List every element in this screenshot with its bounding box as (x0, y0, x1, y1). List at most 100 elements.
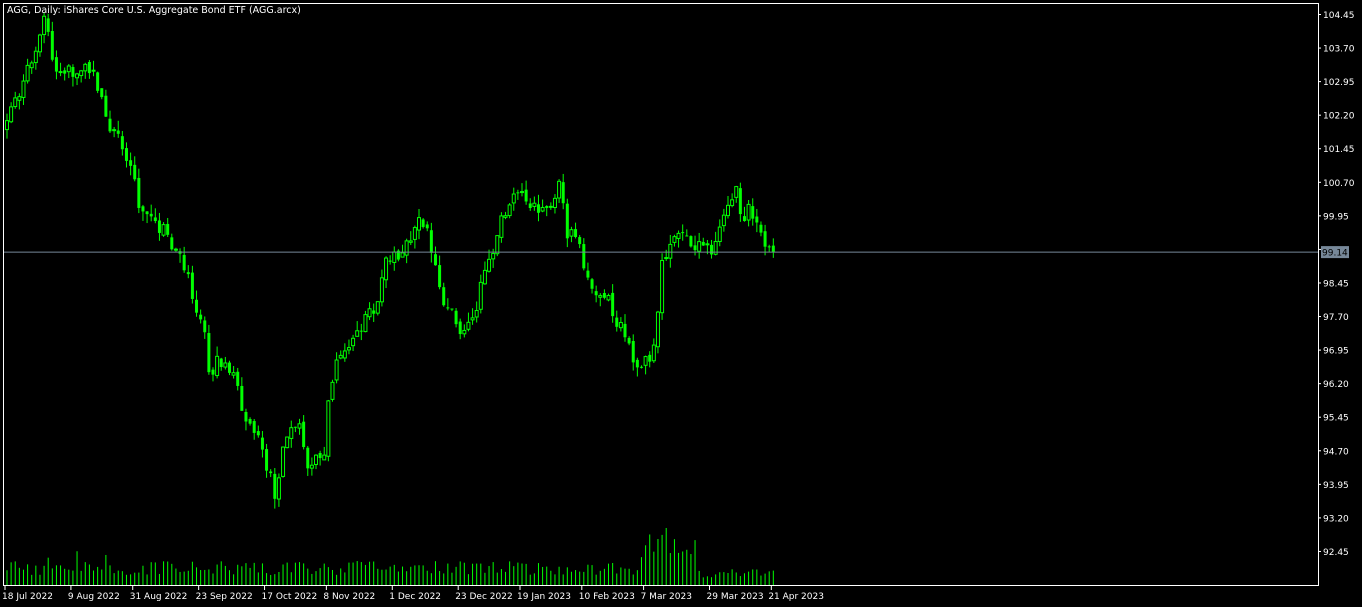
candle-body (157, 220, 161, 233)
candle (124, 142, 128, 168)
candle (697, 232, 702, 259)
candle (631, 334, 635, 371)
candle-body (648, 354, 652, 362)
candle (75, 72, 80, 86)
candle-body (133, 164, 137, 180)
candle (524, 180, 528, 205)
candle-body (433, 254, 437, 266)
candle-body (355, 330, 360, 337)
candle-body (643, 356, 648, 366)
candle (454, 308, 458, 328)
candle (574, 222, 578, 239)
candle (478, 274, 483, 314)
candle-body (454, 310, 458, 325)
candle (256, 425, 260, 438)
candle (116, 120, 120, 138)
candle-body (759, 224, 763, 233)
candle-body (470, 317, 475, 321)
price-tick-label: 101.45 (1323, 145, 1355, 155)
candle (231, 365, 236, 379)
candle-body (458, 321, 462, 335)
candle-body (425, 224, 429, 229)
candle-body (223, 362, 228, 368)
candle-body (639, 366, 643, 368)
candle (450, 308, 454, 312)
candle-body (58, 71, 63, 74)
candle-body (91, 69, 96, 72)
candle (21, 74, 26, 105)
candle-body (351, 337, 356, 347)
candle-body (507, 204, 512, 217)
candle-body (446, 307, 450, 309)
candle (532, 196, 537, 211)
candle-body (396, 250, 400, 260)
time-tick-label: 8 Nov 2022 (323, 592, 375, 602)
candle-body (302, 421, 306, 448)
candle-body (129, 160, 133, 166)
candle-body (190, 272, 194, 299)
candle-body (450, 308, 454, 310)
candle-body (269, 471, 273, 474)
candle-body (574, 229, 578, 237)
price-axis[interactable]: 104.45 103.70 102.95 102.20 101.45 100.70 99.9… (1318, 11, 1355, 558)
candle (306, 445, 310, 476)
candle-body (586, 270, 590, 278)
price-tick-label: 104.45 (1323, 11, 1355, 21)
candle (552, 194, 557, 214)
candle (334, 352, 339, 384)
chart-title: AGG, Daily: iShares Core U.S. Aggregate … (7, 5, 301, 16)
candle (429, 222, 433, 263)
candle (586, 262, 590, 281)
time-axis[interactable]: 18 Jul 2022 9 Aug 2022 31 Aug 2022 23 Sep 2… (2, 586, 824, 602)
candle (438, 255, 442, 290)
candle-body (710, 244, 714, 255)
candle-body (623, 323, 627, 338)
candle (182, 246, 186, 273)
candle (474, 301, 479, 323)
candle (29, 60, 34, 74)
candle (219, 357, 223, 371)
candle (215, 346, 220, 379)
candle (751, 198, 755, 226)
candle-body (170, 237, 174, 250)
candle-body (536, 204, 540, 213)
candle (318, 450, 322, 466)
candle (458, 318, 462, 340)
candle (149, 204, 153, 222)
candle (648, 351, 652, 368)
volume-histogram (6, 528, 774, 585)
candle-body (330, 381, 335, 400)
candle-body (342, 350, 347, 359)
candle-body (701, 241, 705, 246)
candle-body (346, 347, 351, 351)
candle (100, 88, 104, 100)
candle (372, 303, 376, 322)
candle-body (231, 372, 236, 376)
candle (495, 235, 500, 257)
price-tick-label: 95.45 (1323, 414, 1349, 424)
candle (681, 224, 685, 241)
candle (713, 231, 718, 256)
candle-body (363, 314, 368, 333)
candle-body (635, 359, 639, 368)
candle-body (285, 436, 290, 449)
candle (482, 261, 487, 285)
candle (207, 324, 211, 375)
candle (520, 183, 524, 197)
candle (342, 343, 347, 362)
time-tick-label: 29 Mar 2023 (707, 592, 764, 602)
candle-body (524, 189, 528, 202)
candle (738, 182, 742, 222)
candle (726, 195, 730, 219)
candle-body (29, 62, 34, 69)
candle (330, 379, 335, 402)
candle-body (141, 206, 145, 212)
candle-body (582, 244, 586, 269)
candle (771, 238, 775, 258)
candle-body (618, 322, 623, 329)
candle-body (359, 330, 363, 332)
candle (685, 229, 689, 237)
candle (355, 321, 360, 337)
